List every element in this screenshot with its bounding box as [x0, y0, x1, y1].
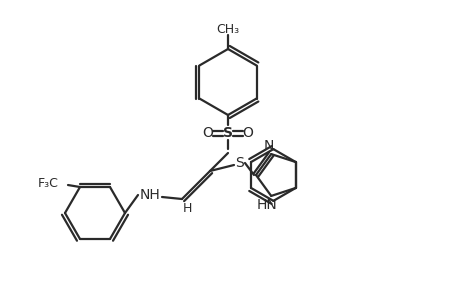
Text: F₃C: F₃C — [38, 176, 58, 190]
Text: O: O — [242, 126, 253, 140]
Text: S: S — [235, 156, 244, 170]
Text: HN: HN — [256, 198, 277, 212]
Text: CH₃: CH₃ — [216, 22, 239, 35]
Text: O: O — [202, 126, 213, 140]
Text: S: S — [223, 126, 233, 140]
Text: H: H — [182, 202, 191, 215]
Text: N: N — [263, 139, 274, 153]
Text: NH: NH — [140, 188, 160, 202]
